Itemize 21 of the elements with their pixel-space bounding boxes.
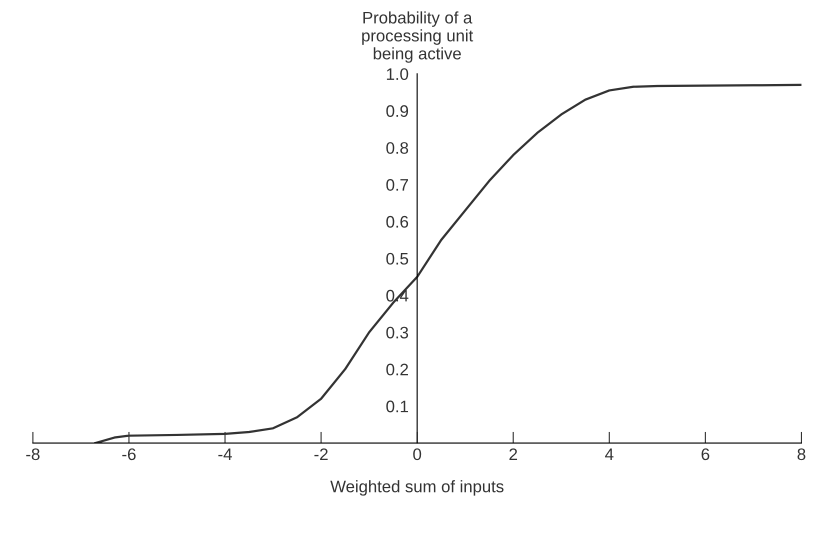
y-tick-label: 0.9 (386, 105, 408, 117)
x-tick-label: -4 (218, 448, 232, 460)
x-tick-label: -8 (26, 448, 40, 460)
y-tick-label: 0.3 (386, 326, 408, 339)
line-series (94, 84, 802, 444)
y-axis-title: Probability of a processing unit being active (362, 11, 474, 63)
y-tick-label: 1.0 (386, 68, 408, 80)
y-tick-label: 0.1 (386, 400, 408, 412)
x-tick-label: -6 (122, 448, 136, 460)
x-tick-label: 2 (509, 448, 518, 460)
x-tick-label: 0 (413, 448, 422, 460)
x-tick-label: -2 (314, 448, 328, 460)
y-tick-label: 0.8 (386, 142, 408, 154)
x-tick-label: 8 (798, 448, 806, 460)
x-tick-label: 6 (702, 448, 710, 460)
x-axis-title: Weighted sum of inputs (330, 480, 504, 496)
y-tick-label: 0.6 (386, 216, 408, 228)
x-tick-label: 4 (605, 448, 614, 460)
y-tick-label: 0.2 (386, 364, 408, 376)
y-tick-label: 0.7 (386, 179, 408, 191)
y-tick-label: 0.5 (386, 252, 408, 265)
